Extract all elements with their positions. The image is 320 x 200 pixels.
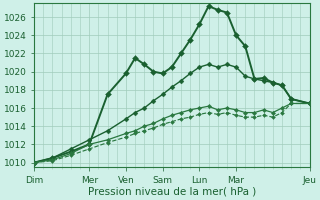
X-axis label: Pression niveau de la mer( hPa ): Pression niveau de la mer( hPa ) [88, 187, 256, 197]
